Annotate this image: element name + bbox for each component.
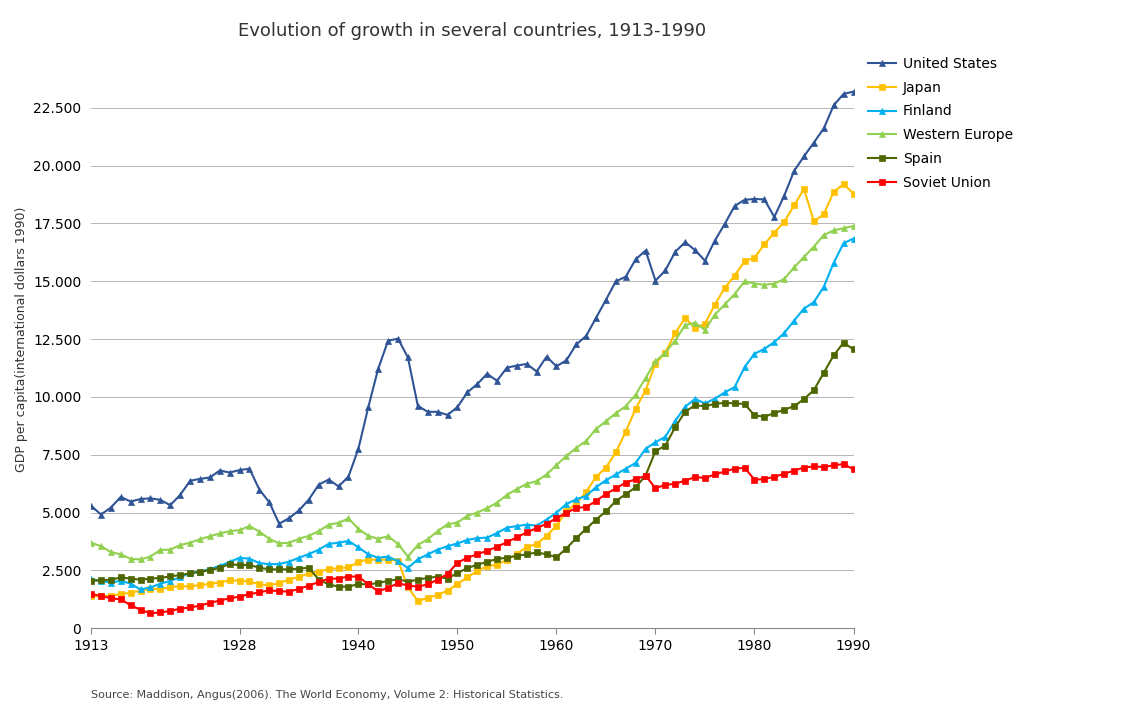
Soviet Union <box>223 594 237 603</box>
Line: Finland: Finland <box>89 236 856 592</box>
United States <box>84 501 98 510</box>
Soviet Union <box>480 546 494 555</box>
Finland <box>134 585 148 594</box>
Line: Soviet Union: Soviet Union <box>89 461 856 616</box>
Spain <box>134 575 148 584</box>
United States <box>638 246 652 255</box>
Line: United States: United States <box>89 89 856 526</box>
Spain <box>421 573 435 582</box>
Western Europe <box>638 373 652 382</box>
Western Europe <box>480 504 494 513</box>
Title: Evolution of growth in several countries, 1913-1990: Evolution of growth in several countries… <box>238 22 707 40</box>
Japan <box>213 578 226 587</box>
Soviet Union <box>134 605 148 614</box>
Western Europe <box>847 222 860 231</box>
Spain <box>836 338 850 347</box>
United States <box>421 408 435 416</box>
Finland <box>480 533 494 542</box>
United States <box>847 87 860 96</box>
Spain <box>332 583 346 591</box>
Finland <box>421 550 435 558</box>
Spain <box>847 345 860 353</box>
Finland <box>341 537 355 545</box>
United States <box>480 370 494 378</box>
Line: Western Europe: Western Europe <box>89 223 856 562</box>
Japan <box>411 597 424 605</box>
Soviet Union <box>421 580 435 588</box>
United States <box>134 495 148 503</box>
Japan <box>480 562 494 570</box>
Soviet Union <box>847 465 860 473</box>
Soviet Union <box>341 572 355 580</box>
Spain <box>638 471 652 480</box>
Soviet Union <box>143 609 157 618</box>
Japan <box>84 592 98 600</box>
Finland <box>638 445 652 453</box>
Spain <box>213 563 226 572</box>
United States <box>341 472 355 481</box>
Spain <box>84 576 98 585</box>
Spain <box>341 583 355 591</box>
United States <box>272 519 286 528</box>
Text: Source: Maddison, Angus(2006). The World Economy, Volume 2: Historical Statistic: Source: Maddison, Angus(2006). The World… <box>91 690 563 700</box>
Finland <box>223 558 237 566</box>
Line: Spain: Spain <box>89 340 856 590</box>
Soviet Union <box>84 590 98 598</box>
Soviet Union <box>836 460 850 468</box>
Japan <box>332 564 346 573</box>
Western Europe <box>341 514 355 523</box>
Japan <box>421 594 435 603</box>
Japan <box>847 189 860 198</box>
Legend: United States, Japan, Finland, Western Europe, Spain, Soviet Union: United States, Japan, Finland, Western E… <box>868 57 1013 189</box>
Finland <box>84 575 98 584</box>
Japan <box>134 586 148 595</box>
Japan <box>836 180 850 188</box>
Finland <box>847 234 860 243</box>
United States <box>213 466 226 475</box>
Japan <box>638 386 652 395</box>
Y-axis label: GDP per capita(international dollars 1990): GDP per capita(international dollars 199… <box>15 206 27 472</box>
Western Europe <box>143 553 157 561</box>
Soviet Union <box>638 471 652 480</box>
Western Europe <box>223 527 237 536</box>
Spain <box>480 558 494 566</box>
Western Europe <box>421 535 435 543</box>
Line: Japan: Japan <box>89 181 856 603</box>
Western Europe <box>134 555 148 563</box>
Western Europe <box>84 538 98 547</box>
Finland <box>143 583 157 592</box>
